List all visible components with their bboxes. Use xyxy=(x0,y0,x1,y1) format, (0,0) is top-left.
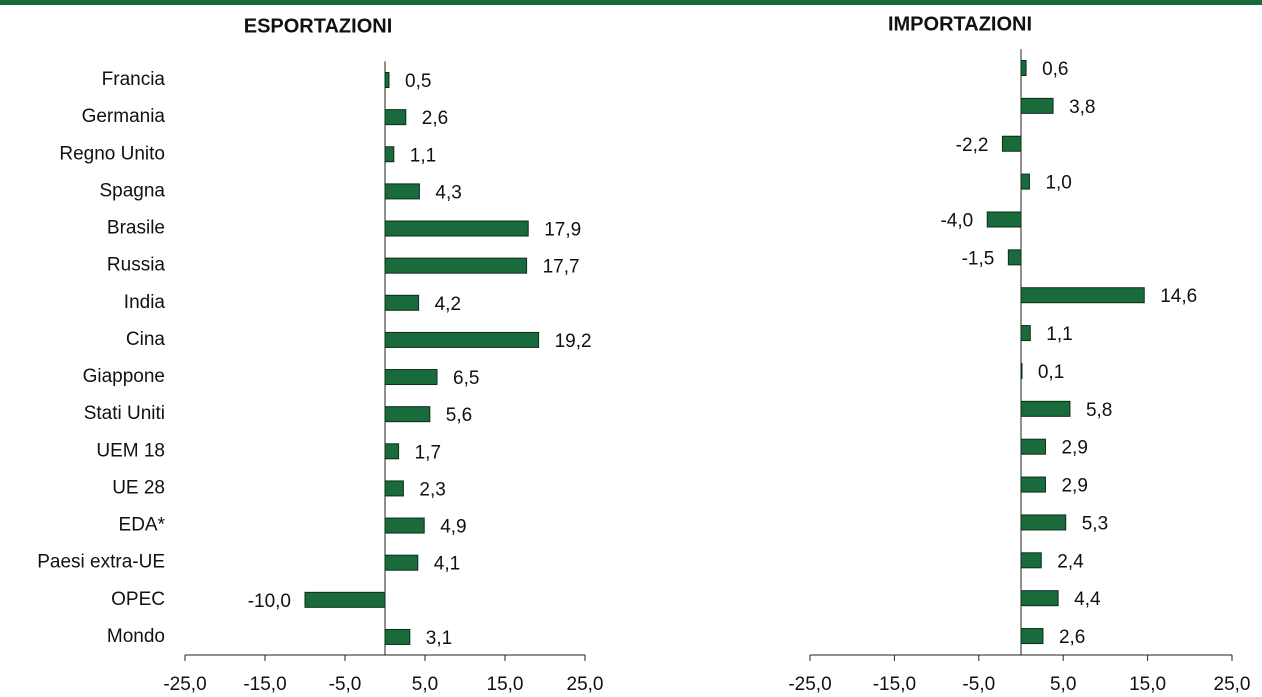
y-tick-label: Russia xyxy=(107,255,166,276)
bar xyxy=(384,369,438,386)
value-label: 1,7 xyxy=(415,442,441,463)
value-label: 2,6 xyxy=(1059,627,1085,648)
value-label: -10,0 xyxy=(248,591,291,612)
value-label: 4,1 xyxy=(434,554,460,575)
value-label: 0,1 xyxy=(1038,362,1064,383)
top-rule xyxy=(0,0,1262,5)
chart-title: IMPORTAZIONI xyxy=(888,13,1032,35)
bar xyxy=(384,480,404,497)
value-label: -4,0 xyxy=(940,210,973,231)
bar xyxy=(1020,325,1031,342)
x-tick-label: 25,0 xyxy=(1214,674,1251,695)
x-tick-label: -25,0 xyxy=(163,674,206,695)
value-label: 6,5 xyxy=(453,368,479,389)
value-label: 3,8 xyxy=(1069,97,1095,118)
x-tick-label: 15,0 xyxy=(1129,674,1166,695)
value-label: -2,2 xyxy=(956,135,989,156)
value-label: 4,4 xyxy=(1074,589,1101,610)
bar xyxy=(384,146,395,163)
value-label: 2,6 xyxy=(422,108,448,129)
chart-title: ESPORTAZIONI xyxy=(244,15,393,37)
value-label: 5,8 xyxy=(1086,400,1112,421)
x-tick-label: 25,0 xyxy=(567,674,604,695)
x-tick-label: -15,0 xyxy=(873,674,916,695)
value-label: 3,1 xyxy=(426,628,452,649)
y-tick-label: Francia xyxy=(102,69,166,90)
x-tick-label: 15,0 xyxy=(487,674,524,695)
y-tick-label: Spagna xyxy=(99,180,165,201)
value-label: 1,0 xyxy=(1045,173,1071,194)
value-label: 4,9 xyxy=(440,517,466,538)
bar xyxy=(1020,287,1145,304)
value-label: 4,2 xyxy=(435,294,461,315)
bar xyxy=(1020,362,1023,379)
bar xyxy=(384,109,407,126)
bar xyxy=(384,554,419,571)
value-label: 2,9 xyxy=(1061,476,1087,497)
bar xyxy=(384,257,528,274)
value-label: 0,5 xyxy=(405,71,431,92)
value-label: 2,9 xyxy=(1061,438,1087,459)
bar xyxy=(384,183,420,200)
bar xyxy=(384,406,431,423)
bar xyxy=(384,517,425,534)
value-label: 5,3 xyxy=(1082,513,1108,534)
bar xyxy=(1001,135,1022,152)
bar xyxy=(1020,590,1059,607)
bar xyxy=(1020,400,1071,417)
bar xyxy=(1020,476,1046,493)
y-tick-label: EDA* xyxy=(119,515,166,536)
bar xyxy=(1020,173,1030,190)
bar xyxy=(384,294,420,311)
value-label: 17,9 xyxy=(544,220,581,241)
x-tick-label: -25,0 xyxy=(788,674,831,695)
bar xyxy=(1020,438,1046,455)
value-label: 4,3 xyxy=(435,182,461,203)
y-tick-label: Brasile xyxy=(107,218,165,239)
bar xyxy=(304,591,386,608)
value-label: 5,6 xyxy=(446,405,472,426)
y-tick-label: Stati Uniti xyxy=(84,403,165,424)
y-tick-label: Regno Unito xyxy=(59,143,165,164)
y-tick-label: Giappone xyxy=(83,366,165,387)
y-tick-label: Germania xyxy=(82,106,166,127)
bar xyxy=(986,211,1022,228)
value-label: 14,6 xyxy=(1160,286,1197,307)
bar xyxy=(384,331,540,348)
y-tick-label: UE 28 xyxy=(112,477,165,498)
value-label: 1,1 xyxy=(1046,324,1072,345)
y-tick-label: Mondo xyxy=(107,626,165,647)
bar xyxy=(1020,628,1044,645)
bar xyxy=(384,72,390,88)
x-tick-label: 5,0 xyxy=(412,674,438,695)
bar xyxy=(1020,60,1027,76)
bar xyxy=(384,443,400,460)
value-label: 2,4 xyxy=(1057,551,1084,572)
value-label: -1,5 xyxy=(962,248,995,269)
y-tick-label: India xyxy=(124,292,166,313)
value-label: 0,6 xyxy=(1042,59,1068,80)
y-tick-label: UEM 18 xyxy=(96,440,165,461)
x-tick-label: 5,0 xyxy=(1050,674,1076,695)
bar xyxy=(384,628,411,645)
value-label: 2,3 xyxy=(419,479,445,500)
y-tick-label: Paesi extra-UE xyxy=(37,552,165,573)
bar xyxy=(384,220,529,237)
value-label: 1,1 xyxy=(410,145,436,166)
bar xyxy=(1020,514,1067,531)
x-tick-label: -5,0 xyxy=(329,674,362,695)
y-tick-label: Cina xyxy=(126,329,166,350)
bar xyxy=(1007,249,1022,266)
value-label: 17,7 xyxy=(543,257,580,278)
x-tick-label: -5,0 xyxy=(962,674,995,695)
bar xyxy=(1020,97,1054,114)
y-tick-label: OPEC xyxy=(111,589,165,610)
x-tick-label: -15,0 xyxy=(243,674,286,695)
bar xyxy=(1020,552,1042,569)
value-label: 19,2 xyxy=(555,331,592,352)
